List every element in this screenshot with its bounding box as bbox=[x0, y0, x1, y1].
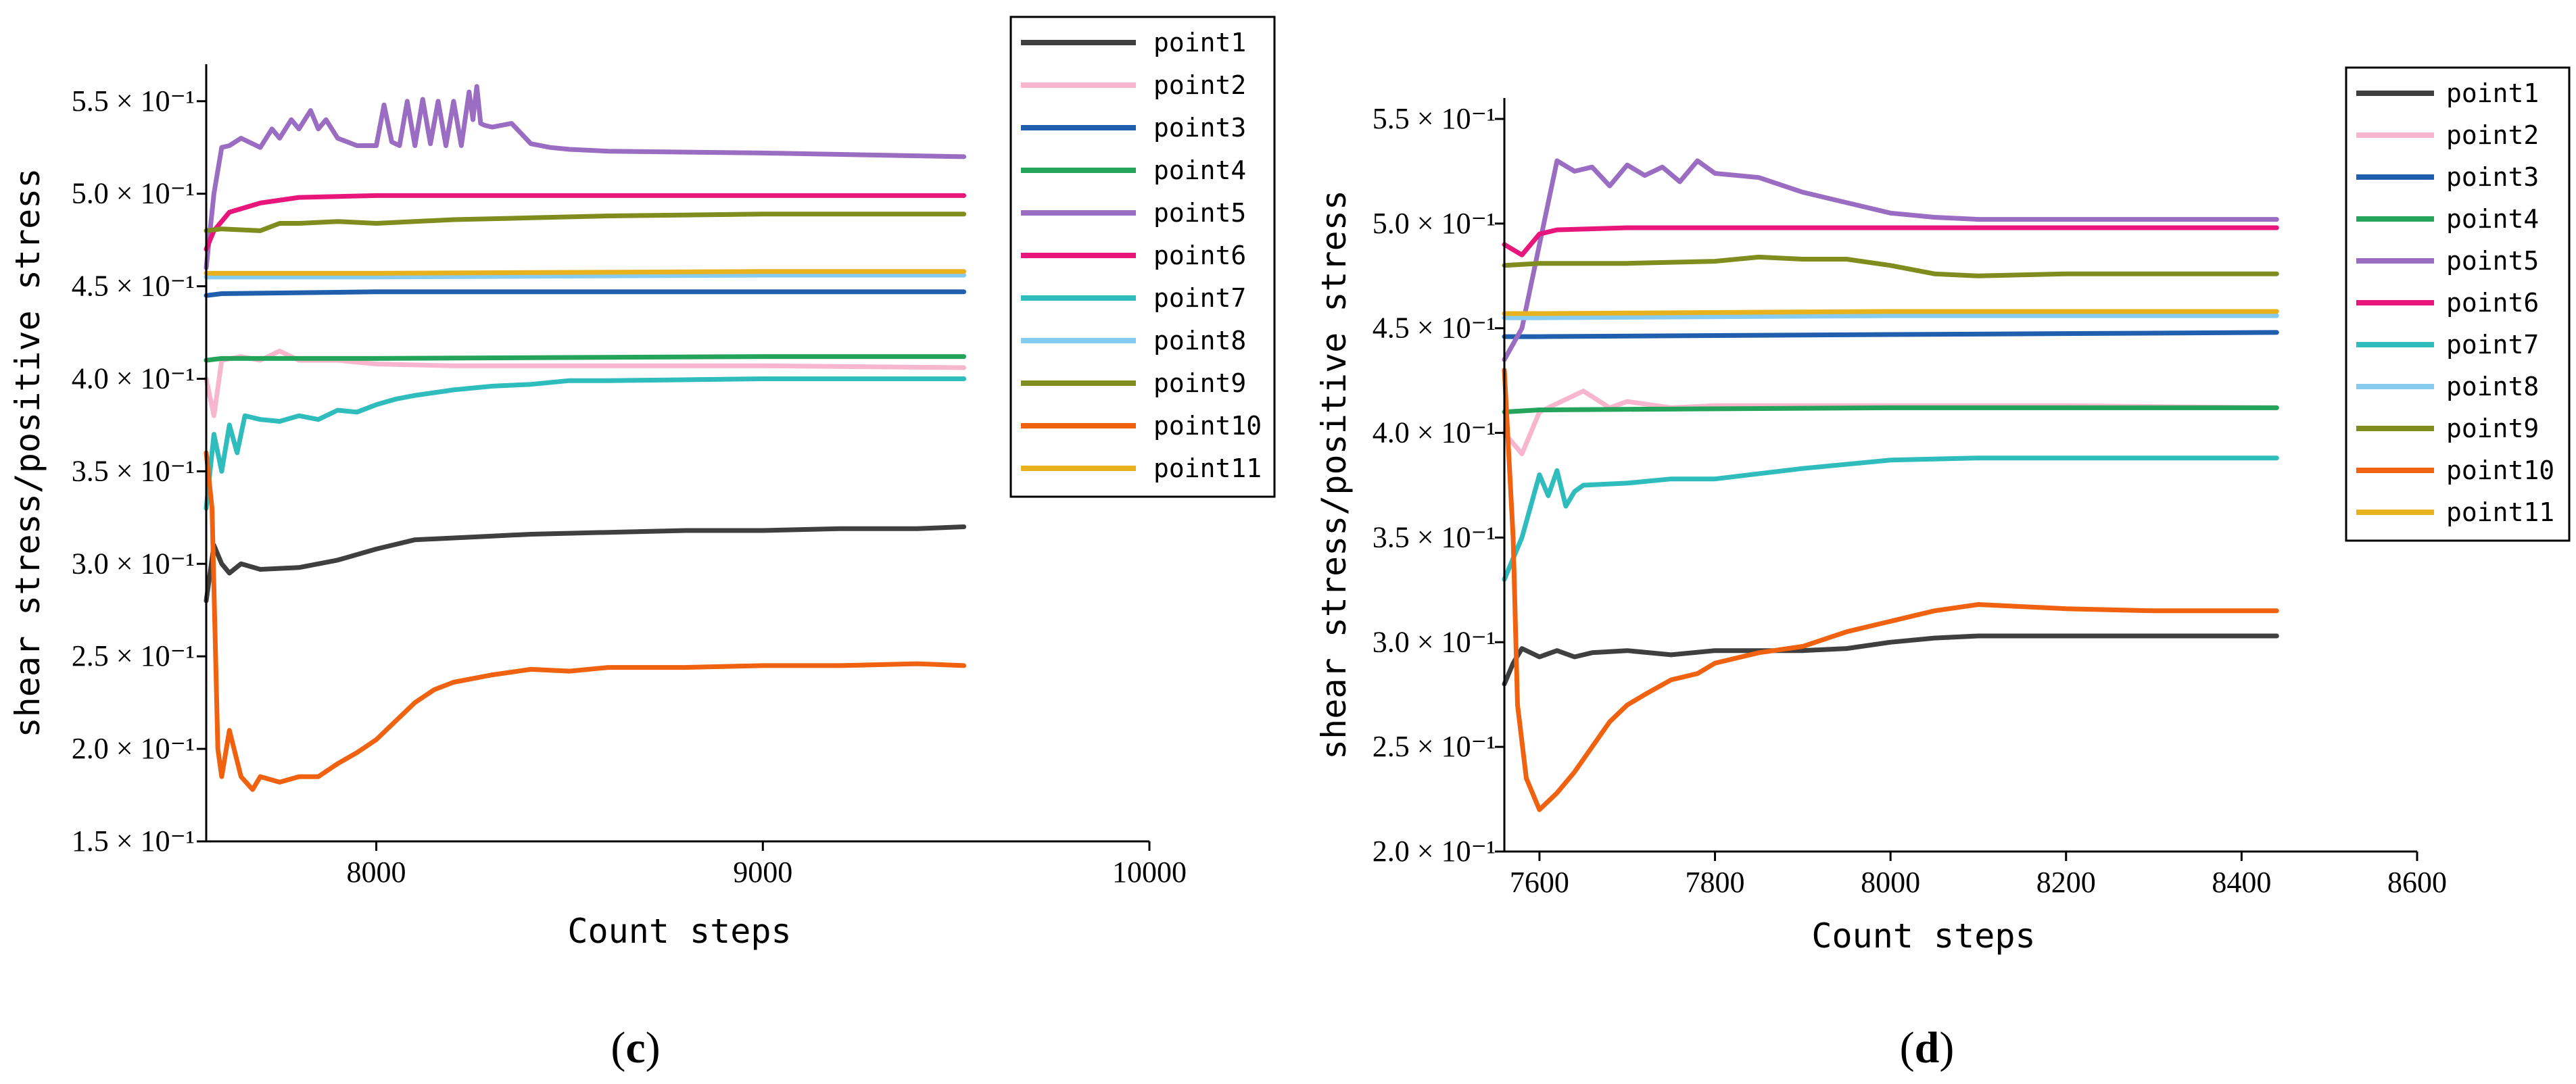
series-line-point1 bbox=[204, 524, 967, 603]
legend-label-point5: point5 bbox=[1153, 198, 1246, 228]
series-line-point9 bbox=[204, 212, 967, 233]
x-tick-label: 7800 bbox=[1686, 866, 1745, 899]
series-line-point3 bbox=[1502, 330, 2279, 339]
legend-label-point6: point6 bbox=[2446, 288, 2539, 318]
series-line-point8 bbox=[204, 272, 967, 280]
y-tick-label: 5.0 × 10⁻¹ bbox=[1373, 207, 1496, 240]
legend-label-point2: point2 bbox=[2446, 120, 2539, 150]
x-tick-label: 7600 bbox=[1510, 866, 1569, 899]
y-tick-label: 3.5 × 10⁻¹ bbox=[72, 454, 195, 487]
y-tick-label: 2.0 × 10⁻¹ bbox=[1373, 835, 1496, 868]
chart-panel-d: 2.0 × 10⁻¹ 2.5 × 10⁻¹ 3.0 × 10⁻¹ 3.5 × 10⁻¹… bbox=[1314, 66, 2571, 1073]
legend: point1 point2 point3 point4 point5 point6 poin… bbox=[2345, 66, 2571, 542]
series-line-point6 bbox=[204, 193, 967, 252]
legend-label-point4: point4 bbox=[1153, 155, 1246, 185]
series-lines bbox=[204, 84, 967, 792]
legend-label-point1: point1 bbox=[2446, 78, 2539, 108]
panel-label: (c) bbox=[611, 1023, 660, 1073]
series-line-point5 bbox=[1502, 158, 2279, 362]
series-line-point9 bbox=[1502, 254, 2279, 278]
series-line-point11 bbox=[204, 269, 967, 276]
y-tick-label: 4.0 × 10⁻¹ bbox=[72, 362, 195, 395]
y-axis-label: shear stress/positive stress bbox=[1314, 190, 1354, 760]
series-line-point3 bbox=[204, 289, 967, 298]
legend-label-point3: point3 bbox=[2446, 162, 2539, 192]
legend-label-point6: point6 bbox=[1153, 241, 1246, 270]
legend-label-point8: point8 bbox=[2446, 372, 2539, 401]
legend-label-point7: point7 bbox=[2446, 330, 2539, 360]
series-line-point6 bbox=[1502, 225, 2279, 257]
series-line-point5 bbox=[204, 84, 967, 270]
series-line-point11 bbox=[1502, 309, 2279, 316]
y-tick-label: 2.5 × 10⁻¹ bbox=[1373, 730, 1496, 763]
y-tick-label: 5.5 × 10⁻¹ bbox=[72, 84, 195, 118]
x-tick-label: 10000 bbox=[1112, 856, 1187, 889]
x-tick-label: 8600 bbox=[2387, 866, 2447, 899]
legend-label-point5: point5 bbox=[2446, 246, 2539, 276]
y-tick-label: 2.0 × 10⁻¹ bbox=[72, 732, 195, 765]
series-lines bbox=[1502, 158, 2279, 812]
series-line-point7 bbox=[204, 376, 967, 511]
y-tick-label: 1.5 × 10⁻¹ bbox=[72, 824, 195, 858]
y-tick-label: 4.5 × 10⁻¹ bbox=[1373, 312, 1496, 345]
x-tick-label: 8200 bbox=[2036, 866, 2096, 899]
x-axis-label: Count steps bbox=[1811, 916, 2035, 956]
series-line-point7 bbox=[1502, 455, 2279, 582]
y-tick-label: 2.5 × 10⁻¹ bbox=[72, 639, 195, 672]
y-tick-label: 4.0 × 10⁻¹ bbox=[1373, 416, 1496, 449]
series-line-point8 bbox=[1502, 313, 2279, 320]
y-tick-label: 4.5 × 10⁻¹ bbox=[72, 270, 195, 303]
y-tick-label: 3.5 × 10⁻¹ bbox=[1373, 520, 1496, 553]
panel-label: (d) bbox=[1900, 1023, 1955, 1073]
y-tick-label: 3.0 × 10⁻¹ bbox=[72, 547, 195, 580]
legend-label-point2: point2 bbox=[1153, 70, 1246, 100]
legend-label-point1: point1 bbox=[1153, 28, 1246, 57]
y-tick-label: 3.0 × 10⁻¹ bbox=[1373, 625, 1496, 658]
series-line-point10 bbox=[1502, 368, 2279, 812]
series-line-point2 bbox=[1502, 389, 2279, 456]
legend-label-point9: point9 bbox=[1153, 368, 1246, 398]
series-line-point4 bbox=[204, 354, 967, 363]
legend-label-point11: point11 bbox=[2446, 497, 2554, 527]
legend-label-point7: point7 bbox=[1153, 283, 1246, 313]
x-tick-label: 8000 bbox=[347, 856, 406, 889]
series-line-point4 bbox=[1502, 405, 2279, 415]
legend-label-point10: point10 bbox=[2446, 455, 2554, 485]
legend-label-point4: point4 bbox=[2446, 204, 2539, 234]
y-axis-label: shear stress/positive stress bbox=[8, 168, 47, 738]
legend: point1 point2 point3 point4 point5 point6 poin… bbox=[1009, 16, 1276, 498]
legend-label-point10: point10 bbox=[1153, 411, 1262, 441]
chart-panel-c: 1.5 × 10⁻¹ 2.0 × 10⁻¹ 2.5 × 10⁻¹ 3.0 × 10⁻¹… bbox=[8, 16, 1276, 1073]
x-tick-label: 8000 bbox=[1861, 866, 1920, 899]
legend-label-point9: point9 bbox=[2446, 414, 2539, 443]
legend-label-point11: point11 bbox=[1153, 453, 1262, 483]
y-tick-label: 5.5 × 10⁻¹ bbox=[1373, 102, 1496, 135]
x-tick-label: 8400 bbox=[2212, 866, 2271, 899]
x-tick-label: 9000 bbox=[733, 856, 792, 889]
series-line-point1 bbox=[1502, 633, 2279, 687]
y-tick-label: 5.0 × 10⁻¹ bbox=[72, 177, 195, 210]
x-axis-label: Count steps bbox=[567, 912, 791, 951]
legend-label-point3: point3 bbox=[1153, 113, 1246, 143]
series-line-point10 bbox=[204, 450, 967, 792]
legend-label-point8: point8 bbox=[1153, 326, 1246, 355]
